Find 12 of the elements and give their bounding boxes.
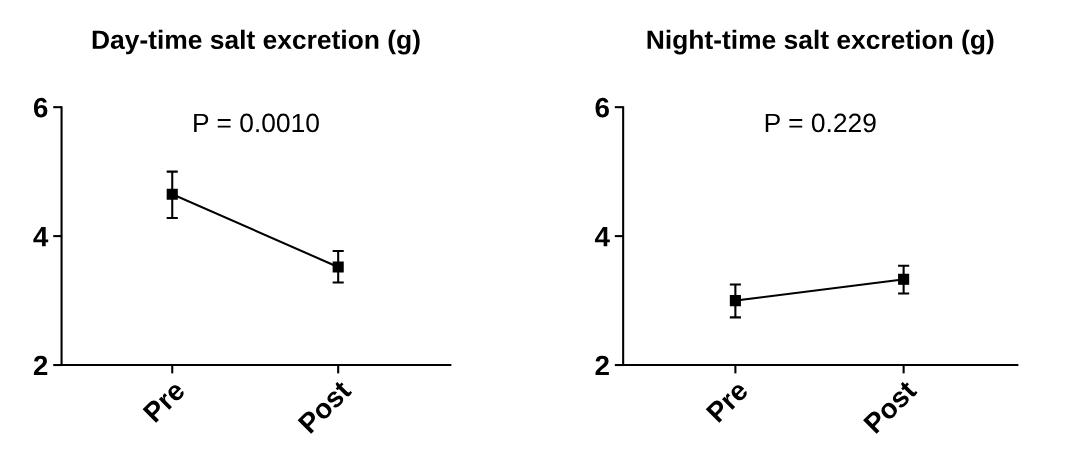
annotation: P = 0.0010 <box>194 113 319 133</box>
x-tick-label: Pre <box>705 379 750 424</box>
chart-title: Night-time salt excretion (g) <box>647 29 994 55</box>
x-tick-label: Pre <box>142 379 186 424</box>
annotation: P = 0.229 <box>765 113 876 133</box>
y-tick-label: 4 <box>33 227 49 247</box>
y-tick-label: 2 <box>33 355 48 376</box>
y-tick-label: 6 <box>33 97 48 118</box>
y-tick-label: 6 <box>595 97 609 118</box>
y-tick-label: 4 <box>594 227 610 247</box>
y-tick-label: 2 <box>595 355 609 376</box>
chart-title: Day-time salt excretion (g) <box>92 29 420 55</box>
